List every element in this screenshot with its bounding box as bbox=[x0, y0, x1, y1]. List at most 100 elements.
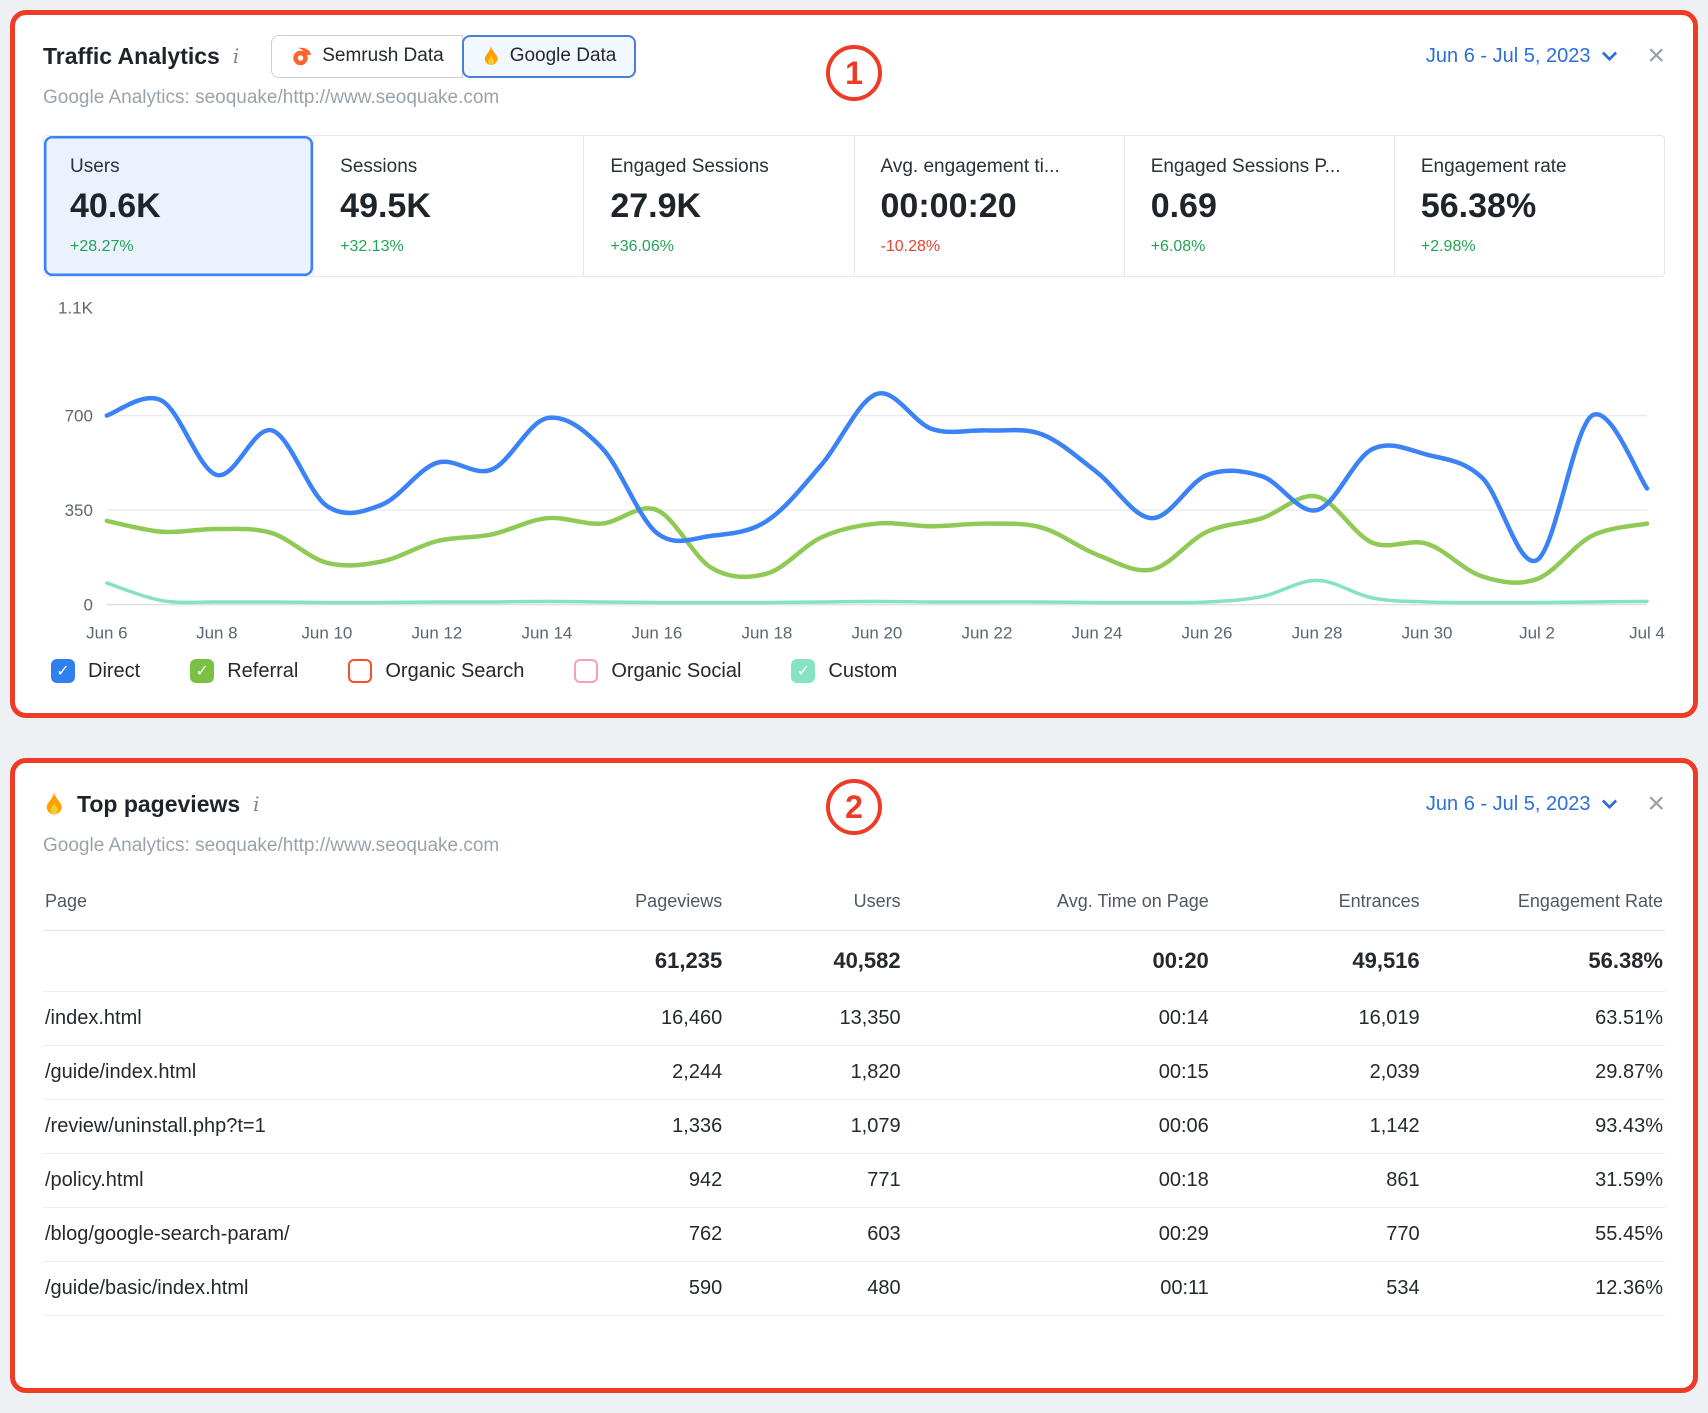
value-cell: 1,079 bbox=[724, 1099, 903, 1154]
svg-text:Jun 6: Jun 6 bbox=[86, 624, 127, 643]
column-header[interactable]: Page bbox=[43, 875, 530, 931]
column-header[interactable]: Users bbox=[724, 875, 903, 931]
metric-label: Avg. engagement ti... bbox=[880, 156, 1060, 177]
value-cell: 29.87% bbox=[1421, 1045, 1665, 1100]
value-cell: 00:29 bbox=[902, 1207, 1211, 1262]
page-path-cell: /guide/basic/index.html bbox=[43, 1261, 530, 1316]
annotation-number-2: 2 bbox=[826, 779, 882, 835]
custom-checkbox[interactable]: ✓ bbox=[791, 659, 816, 683]
value-cell: 2,244 bbox=[529, 1045, 725, 1100]
pageviews-table-head-row: Page Pageviews Users Avg. Time on Page Entra… bbox=[43, 875, 1665, 931]
traffic-line-chart: 0 350 700 1.1K Jun 6 Jun 8 Jun 10 Jun 12 Jun 14 J… bbox=[58, 298, 1665, 643]
pageviews-table: Page Pageviews Users Avg. Time on Page Entra… bbox=[43, 875, 1665, 1316]
chevron-down-icon[interactable] bbox=[1602, 45, 1618, 61]
date-range-selector[interactable]: Jun 6 - Jul 5, 2023 bbox=[1425, 44, 1591, 67]
metric-delta: +2.98% bbox=[1420, 238, 1476, 255]
value-cell: 603 bbox=[724, 1207, 903, 1262]
legend-item-referral[interactable]: ✓ Referral bbox=[190, 659, 298, 683]
metric-card-users[interactable]: Users 40.6K +28.27% bbox=[44, 136, 314, 276]
value-cell: 1,820 bbox=[724, 1045, 903, 1100]
value-cell: 00:11 bbox=[902, 1261, 1211, 1316]
value-cell: 16,460 bbox=[529, 991, 725, 1046]
pageviews-panel-subtitle: Google Analytics: seoquake/http://www.se… bbox=[43, 835, 500, 856]
page-path-cell: /index.html bbox=[43, 991, 530, 1046]
value-cell: 762 bbox=[529, 1207, 725, 1262]
svg-text:Jun 26: Jun 26 bbox=[1182, 624, 1233, 643]
google-data-button[interactable]: Google Data bbox=[461, 34, 637, 78]
value-cell: 770 bbox=[1210, 1207, 1422, 1262]
legend-label: Custom bbox=[828, 659, 898, 682]
data-source-toggle: Semrush Data Google Data bbox=[271, 34, 637, 78]
direct-checkbox[interactable]: ✓ bbox=[51, 659, 75, 683]
value-cell: 00:15 bbox=[902, 1045, 1211, 1100]
semrush-data-button[interactable]: Semrush Data bbox=[271, 34, 463, 78]
value-cell: 534 bbox=[1210, 1261, 1422, 1316]
metric-label: Engaged Sessions P... bbox=[1150, 156, 1341, 177]
value-cell: 590 bbox=[529, 1261, 725, 1316]
column-header[interactable]: Avg. Time on Page bbox=[902, 875, 1211, 931]
info-icon[interactable]: i bbox=[253, 792, 260, 816]
traffic-panel-title: Traffic Analytics bbox=[43, 42, 220, 69]
value-cell: 480 bbox=[724, 1261, 903, 1316]
metric-label: Engagement rate bbox=[1420, 156, 1567, 177]
metric-card-engaged-sessions-per-user[interactable]: Engaged Sessions P... 0.69 +6.08% bbox=[1123, 136, 1394, 276]
value-cell: 93.43% bbox=[1421, 1099, 1665, 1154]
value-cell: 12.36% bbox=[1421, 1261, 1665, 1316]
table-row: /guide/basic/index.html 590 480 00:11 534 12.… bbox=[43, 1261, 1665, 1316]
firebase-flame-icon bbox=[482, 44, 500, 68]
legend-item-custom[interactable]: ✓ Custom bbox=[791, 659, 897, 683]
metric-value: 49.5K bbox=[340, 187, 431, 225]
table-row: /review/uninstall.php?t=1 1,336 1,079 00:06… bbox=[43, 1099, 1665, 1154]
firebase-flame-icon bbox=[43, 790, 65, 818]
referral-checkbox[interactable]: ✓ bbox=[190, 659, 215, 683]
metric-delta: +32.13% bbox=[340, 238, 404, 255]
totals-cell: 61,235 bbox=[529, 930, 725, 992]
svg-text:Jun 20: Jun 20 bbox=[852, 624, 903, 643]
column-header[interactable]: Pageviews bbox=[529, 875, 725, 931]
metric-label: Sessions bbox=[340, 156, 418, 177]
metric-delta: -10.28% bbox=[880, 238, 941, 255]
value-cell: 13,350 bbox=[724, 991, 903, 1046]
totals-cell: 00:20 bbox=[902, 930, 1211, 992]
info-icon[interactable]: i bbox=[232, 44, 240, 68]
table-row: /index.html 16,460 13,350 00:14 16,019 63.51% bbox=[43, 991, 1665, 1046]
svg-text:Jul 4: Jul 4 bbox=[1629, 624, 1665, 643]
date-range-selector[interactable]: Jun 6 - Jul 5, 2023 bbox=[1425, 792, 1591, 815]
svg-text:0: 0 bbox=[83, 596, 92, 615]
metric-delta: +6.08% bbox=[1150, 238, 1206, 255]
svg-text:Jun 10: Jun 10 bbox=[301, 624, 352, 643]
totals-cell: 49,516 bbox=[1210, 930, 1422, 992]
metric-label: Engaged Sessions bbox=[610, 156, 769, 177]
legend-item-organic-search[interactable]: Organic Search bbox=[348, 659, 524, 683]
svg-text:700: 700 bbox=[65, 406, 93, 425]
metric-card-sessions[interactable]: Sessions 49.5K +32.13% bbox=[313, 136, 583, 276]
chart-area: 0 350 700 1.1K Jun 6 Jun 8 Jun 10 Jun 12 Jun 14 J… bbox=[43, 291, 1665, 649]
svg-text:Jul 2: Jul 2 bbox=[1519, 624, 1555, 643]
close-icon[interactable]: × bbox=[1647, 39, 1665, 72]
column-header[interactable]: Entrances bbox=[1210, 875, 1422, 931]
legend-item-organic-social[interactable]: Organic Social bbox=[574, 659, 741, 683]
value-cell: 771 bbox=[724, 1153, 903, 1208]
top-pageviews-panel: 2 Top pageviews i Jun 6 - Jul 5, 2023 × … bbox=[10, 758, 1698, 1393]
legend-label: Direct bbox=[88, 659, 141, 682]
totals-cell bbox=[43, 930, 530, 992]
metric-delta: +28.27% bbox=[70, 238, 134, 255]
traffic-analytics-panel: 1 Traffic Analytics i Semrush Data bbox=[10, 10, 1698, 718]
svg-text:350: 350 bbox=[65, 501, 93, 520]
metric-card-engagement-rate[interactable]: Engagement rate 56.38% +2.98% bbox=[1393, 136, 1664, 276]
svg-text:Jun 30: Jun 30 bbox=[1402, 624, 1453, 643]
value-cell: 00:14 bbox=[902, 991, 1211, 1046]
legend-item-direct[interactable]: ✓ Direct bbox=[51, 659, 140, 683]
metric-card-avg-engagement-time[interactable]: Avg. engagement ti... 00:00:20 -10.28% bbox=[853, 136, 1124, 276]
column-header[interactable]: Engagement Rate bbox=[1421, 875, 1665, 931]
pageviews-table-body: 61,235 40,582 00:20 49,516 56.38%/index.html… bbox=[43, 930, 1665, 1316]
organic-search-checkbox[interactable] bbox=[348, 659, 373, 683]
chevron-down-icon[interactable] bbox=[1602, 793, 1618, 809]
metric-value: 27.9K bbox=[610, 187, 702, 225]
table-row: /blog/google-search-param/762 603 00:29 770… bbox=[43, 1207, 1665, 1262]
close-icon[interactable]: × bbox=[1647, 787, 1665, 820]
metric-card-engaged-sessions[interactable]: Engaged Sessions 27.9K +36.06% bbox=[583, 136, 853, 276]
page-path-cell: /blog/google-search-param/ bbox=[43, 1207, 530, 1262]
organic-social-checkbox[interactable] bbox=[574, 659, 599, 683]
legend-label: Organic Social bbox=[611, 659, 742, 682]
